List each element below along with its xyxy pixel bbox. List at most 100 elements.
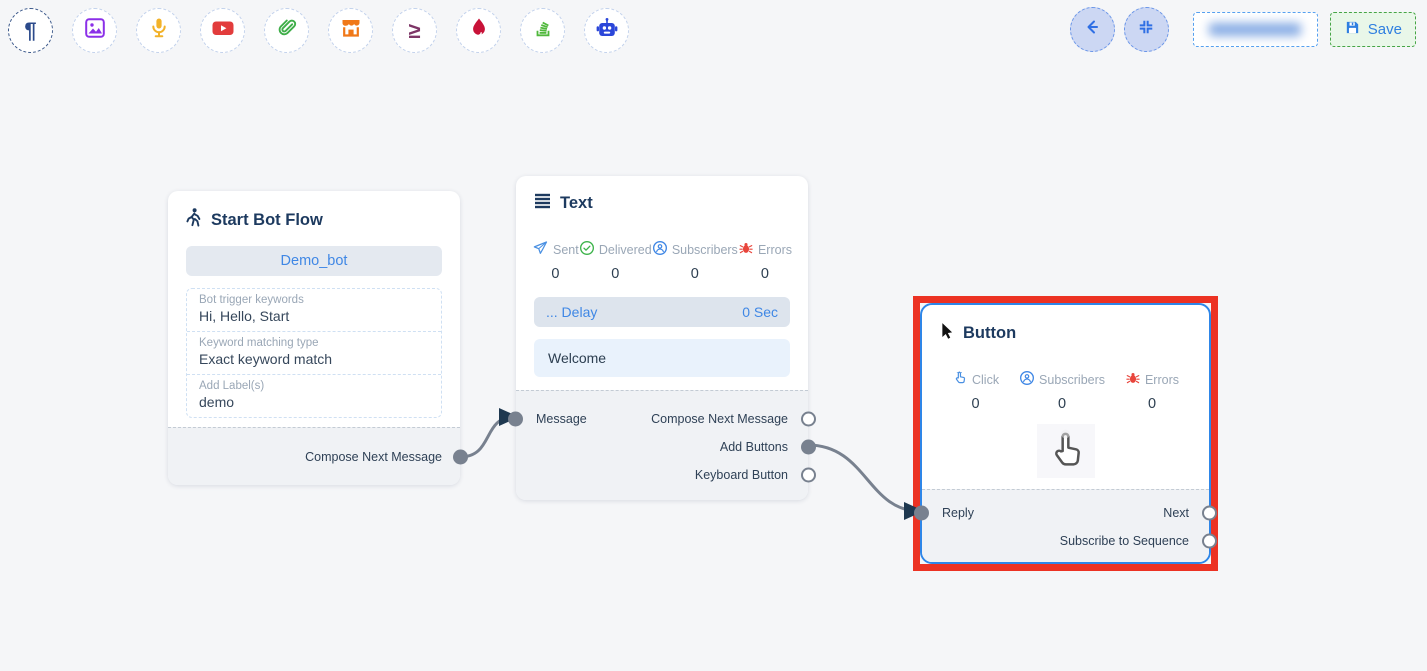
check-circle-icon [579,240,595,259]
keyword-matching-label: Keyword matching type [199,337,319,349]
start-node-fields: Bot trigger keywords Hi, Hello, Start Ke… [186,288,442,418]
add-button-dropzone[interactable] [1036,424,1095,478]
button-subscribe-port[interactable] [1202,533,1217,549]
button-reply-label: Reply [942,506,974,520]
wire-text-to-button [807,443,920,513]
trigger-keywords-label: Bot trigger keywords [199,294,304,306]
keyword-matching-field[interactable]: Keyword matching type Exact keyword matc… [187,331,441,374]
pilcrow-icon: ¶ [24,17,37,43]
stat-subscribers-label: Subscribers [671,242,738,257]
floppy-icon [1344,19,1361,40]
image-icon [83,16,107,45]
person-circle-icon [652,240,668,259]
cursor-arrow-icon [940,322,954,344]
delay-value: 0 Sec [742,304,778,320]
robot-icon [595,16,619,45]
compose-next-message-label: Compose Next Message [305,449,442,464]
text-node-header: Text [516,176,808,214]
bot-name-pill[interactable] [1192,12,1318,47]
droplet-icon [468,16,490,45]
button-node[interactable]: Button Click 0 Subscribers 0 Er [914,303,1217,564]
toolbar-text-element[interactable]: ¶ [8,8,53,53]
youtube-icon [210,16,236,45]
stat-subscribers-btn-value: 0 [1057,396,1067,412]
delay-row[interactable]: ... Delay 0 Sec [534,297,790,327]
stat-delivered-label: Delivered [598,242,652,257]
text-compose-next-port[interactable] [801,411,816,427]
toolbar-sequence-element[interactable] [520,8,565,53]
text-node-footer: Message Compose Next Message Add Buttons… [508,390,816,500]
paper-plane-icon [532,240,549,259]
stat-subscribers: Subscribers 0 [652,240,738,282]
text-keyboard-button-port[interactable] [801,467,816,483]
stat-click: Click 0 [952,370,999,412]
button-node-stats: Click 0 Subscribers 0 Errors 0 [922,344,1209,412]
toolbar-video-element[interactable] [200,8,245,53]
stat-click-label: Click [972,372,1000,387]
toolbar-file-element[interactable] [264,8,309,53]
stack-icon [531,16,555,45]
stat-subscribers-btn-label: Subscribers [1039,372,1106,387]
button-reply-input-port[interactable] [914,505,929,521]
button-node-selection-highlight: Button Click 0 Subscribers 0 Er [913,296,1218,571]
message-content[interactable]: Welcome [534,339,790,377]
button-node-header: Button [922,305,1209,344]
stat-delivered-value: 0 [611,266,620,282]
stat-subscribers-value: 0 [690,266,699,282]
bot-name-field[interactable]: Demo_bot [186,246,442,276]
toolbar-audio-element[interactable] [136,8,181,53]
toolbar-ecommerce-element[interactable] [328,8,373,53]
text-add-buttons-port[interactable] [801,439,816,455]
back-button[interactable] [1069,7,1115,52]
stat-errors-btn-label: Errors [1144,372,1179,387]
start-node-header: Start Bot Flow [168,191,460,232]
text-message-input-port[interactable] [508,411,523,427]
compress-icon [1136,17,1156,42]
fit-view-button[interactable] [1123,7,1169,52]
text-node-stats: Sent 0 Delivered 0 Subscribers 0 Errors … [516,214,808,282]
text-keyboard-button-label: Keyboard Button [694,468,788,482]
stat-errors-btn-value: 0 [1147,396,1157,412]
paperclip-icon [275,16,299,45]
bug-icon [738,240,754,259]
keyword-matching-value: Exact keyword match [199,351,333,367]
bot-name-blurred [1209,23,1302,36]
toolbar-bot-element[interactable] [584,8,629,53]
stat-errors: Errors 0 [738,240,792,282]
wire-start-to-text [459,415,515,459]
toolbar-drip-element[interactable] [456,8,501,53]
bug-icon [1125,370,1141,389]
start-node-title: Start Bot Flow [211,210,323,229]
button-node-title: Button [963,323,1017,342]
start-output-port[interactable] [453,449,468,464]
delay-label: ... Delay [546,304,598,320]
text-input-label: Message [536,412,587,426]
add-labels-label: Add Label(s) [199,380,265,392]
button-node-footer: Reply Next Subscribe to Sequence [914,489,1217,562]
save-button-label: Save [1367,21,1402,38]
stat-sent: Sent 0 [532,240,579,282]
trigger-keywords-field[interactable]: Bot trigger keywords Hi, Hello, Start [187,289,441,331]
stat-subscribers-btn: Subscribers 0 [1019,370,1105,412]
stat-errors-btn: Errors 0 [1125,370,1179,412]
greater-equal-icon: ≥ [408,17,421,43]
save-button[interactable]: Save [1329,12,1416,47]
add-labels-field[interactable]: Add Label(s) demo [187,374,441,417]
start-bot-flow-node[interactable]: Start Bot Flow Demo_bot Bot trigger keyw… [168,191,468,485]
stat-errors-label: Errors [757,242,792,257]
stat-delivered: Delivered 0 [579,240,652,282]
hand-pointer-icon [1046,427,1086,476]
button-next-port[interactable] [1202,505,1217,521]
toolbar-condition-element[interactable]: ≥ [392,8,437,53]
button-next-label: Next [1163,506,1189,520]
microphone-icon [147,16,171,45]
text-node[interactable]: Text Sent 0 Delivered 0 Subscribers 0 [508,176,816,500]
person-circle-icon [1019,370,1035,389]
trigger-keywords-value: Hi, Hello, Start [199,308,290,324]
toolbar-image-element[interactable] [72,8,117,53]
stat-click-value: 0 [971,396,980,412]
stat-sent-value: 0 [551,266,560,282]
text-compose-next-label: Compose Next Message [651,412,788,426]
walking-person-icon [186,208,202,232]
stat-errors-value: 0 [760,266,769,282]
